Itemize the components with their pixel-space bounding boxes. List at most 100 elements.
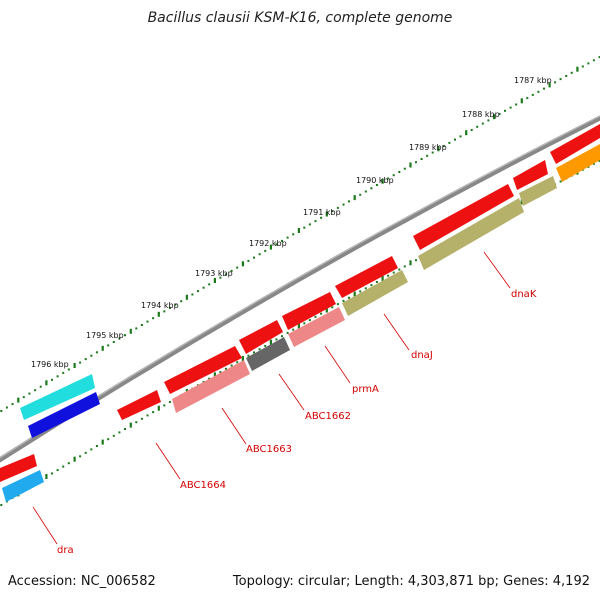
tick-label: 1788 kbp	[462, 110, 500, 119]
ruler-tick	[548, 82, 551, 88]
ruler-tick	[303, 226, 306, 229]
ruler-tick	[364, 287, 367, 290]
ruler-tick	[73, 456, 76, 462]
ruler-tick	[398, 171, 401, 173]
gene-arrow[interactable]	[246, 337, 290, 371]
ruler-tick	[230, 364, 233, 367]
ruler-tick	[152, 411, 155, 414]
gene-label-dnaJ[interactable]: dnaJ	[411, 350, 433, 361]
ruler-tick	[174, 303, 177, 306]
ruler-tick	[219, 371, 222, 374]
ruler-tick	[398, 268, 401, 271]
ruler-tick	[275, 338, 278, 341]
ruler-tick	[292, 233, 295, 236]
ruler-tick	[258, 348, 261, 351]
ruler-tick	[515, 103, 518, 106]
gene-arrow[interactable]	[239, 320, 283, 354]
gene-arrow[interactable]	[2, 470, 44, 502]
ruler-tick	[442, 145, 445, 148]
ruler-tick	[281, 335, 283, 338]
ruler-tick	[0, 504, 3, 506]
gene-arrow[interactable]	[282, 292, 336, 330]
ruler-tick	[124, 334, 126, 337]
ruler-tick	[247, 354, 250, 357]
ruler-tick	[56, 375, 59, 378]
ruler-tick	[168, 307, 171, 309]
tick-label: 1794 kbp	[141, 301, 179, 310]
tick-label: 1787 kbp	[514, 76, 552, 85]
gene-arrow[interactable]	[519, 176, 557, 206]
ruler-tick	[581, 65, 584, 68]
connector-ABC1663	[221, 407, 247, 445]
connector-dra	[32, 506, 58, 545]
ruler-tick	[476, 125, 479, 128]
ruler-tick	[140, 324, 143, 326]
gene-arrow[interactable]	[418, 198, 524, 270]
gene-arrow[interactable]	[288, 307, 345, 347]
ruler-tick	[292, 328, 295, 331]
ruler-tick	[79, 361, 82, 364]
gene-arrow[interactable]	[550, 124, 600, 164]
tick-label: 1790 kbp	[356, 176, 394, 185]
gene-arrow[interactable]	[164, 346, 242, 394]
ruler-tick	[381, 178, 384, 184]
ruler-tick	[504, 109, 506, 112]
ruler-tick	[559, 180, 562, 183]
ruler-tick	[359, 290, 362, 293]
ruler-tick	[370, 284, 373, 287]
ruler-tick	[415, 161, 417, 164]
ruler-tick	[387, 177, 390, 180]
ruler-tick	[281, 239, 283, 242]
gene-label-dra[interactable]: dra	[57, 545, 74, 556]
ruler-tick	[22, 396, 25, 399]
ruler-tick	[570, 71, 573, 74]
ruler-tick	[213, 372, 216, 378]
gene-arrow[interactable]	[335, 256, 398, 298]
gene-arrow[interactable]	[413, 184, 514, 250]
ruler-tick	[67, 368, 70, 371]
ruler-tick	[592, 59, 595, 62]
gene-arrow[interactable]	[556, 144, 600, 182]
ruler-tick	[95, 351, 98, 354]
ruler-tick	[269, 244, 272, 250]
ruler-tick	[62, 465, 65, 468]
gene-arrow[interactable]	[513, 160, 548, 190]
gene-label-ABC1662[interactable]: ABC1662	[305, 411, 351, 422]
ruler-tick	[208, 283, 211, 286]
ruler-tick	[202, 286, 205, 289]
ruler-tick	[392, 271, 395, 274]
gene-arrow[interactable]	[20, 374, 95, 420]
ruler-tick	[258, 253, 261, 256]
tick-label: 1796 kbp	[31, 360, 69, 369]
ruler-tick	[325, 307, 328, 313]
ruler-tick	[598, 56, 600, 59]
genome-summary-text: Topology: circular; Length: 4,303,871 bp…	[232, 574, 590, 589]
gene-arrow[interactable]	[0, 454, 37, 482]
gene-features	[0, 124, 600, 502]
gene-arrow[interactable]	[117, 390, 161, 420]
gene-arrow[interactable]	[172, 360, 250, 413]
ruler-tick	[576, 66, 579, 72]
ruler-tick	[236, 266, 239, 269]
ruler-tick	[459, 135, 462, 138]
ruler-tick	[51, 378, 53, 381]
gene-label-dnaK[interactable]: dnaK	[511, 289, 537, 300]
gene-arrow[interactable]	[342, 270, 408, 316]
gene-label-ABC1663[interactable]: ABC1663	[246, 444, 292, 455]
ruler-tick	[381, 275, 384, 281]
ruler-tick	[101, 439, 104, 445]
gene-label-ABC1664[interactable]: ABC1664	[180, 480, 226, 491]
gene-arrow[interactable]	[28, 392, 100, 438]
ruler-tick	[409, 162, 412, 168]
tick-label: 1795 kbp	[86, 331, 124, 340]
gene-label-prmA[interactable]: prmA	[352, 384, 379, 395]
ruler-tick	[129, 422, 132, 428]
ruler-tick	[208, 377, 211, 380]
connector-dnaK	[483, 251, 511, 289]
ruler-tick	[62, 371, 65, 374]
tick-labels: 1787 kbp 1788 kbp 1789 kbp 1790 kbp 1791…	[31, 76, 552, 369]
ruler-tick	[359, 193, 362, 196]
map-title: Bacillus clausii KSM-K16, complete genom…	[147, 10, 453, 26]
ruler-tick	[275, 243, 278, 246]
connector-dnaJ	[383, 313, 410, 351]
